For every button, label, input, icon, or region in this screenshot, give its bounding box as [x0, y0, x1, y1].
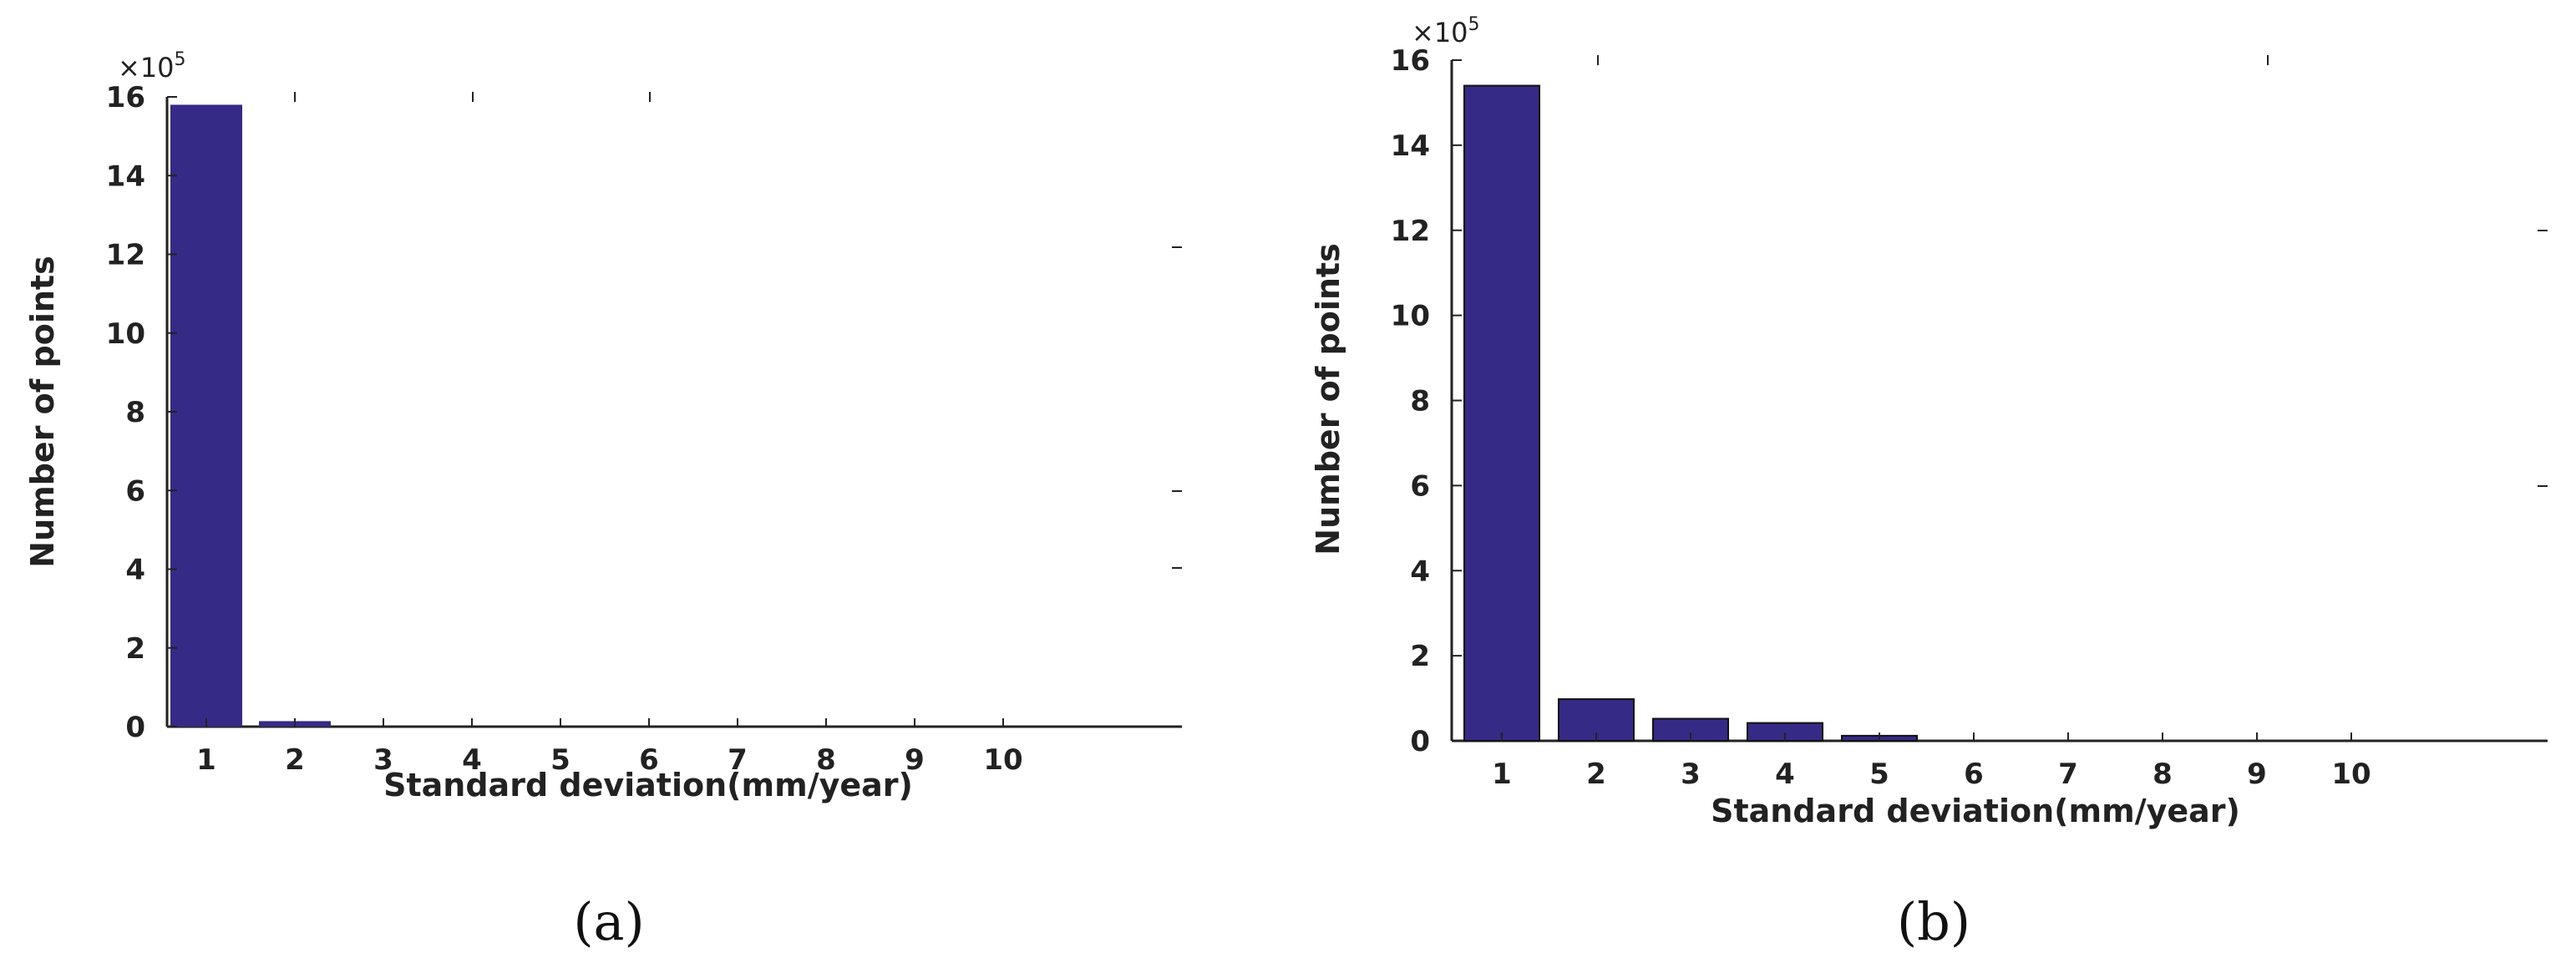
x-tick-label-a-2: 2: [285, 743, 305, 777]
y-tick-label-a-16: 16: [106, 81, 145, 114]
bars-a: [170, 104, 331, 727]
y-tick-label-b-2: 2: [1410, 640, 1430, 673]
y-tick-label-b-4: 4: [1410, 555, 1430, 588]
x-tick-label-a-10: 10: [983, 743, 1022, 777]
x-tick-label-b-7: 7: [2058, 758, 2078, 791]
x-axis-label-a: Standard deviation(mm/year): [383, 767, 913, 803]
x-tick-label-b-6: 6: [1964, 758, 1984, 791]
x-tick-label-b-5: 5: [1869, 758, 1889, 791]
y-tick-label-b-14: 14: [1391, 129, 1430, 163]
x-tick-label-b-3: 3: [1681, 758, 1701, 791]
x-tick-label-a-4: 4: [462, 743, 482, 777]
y-tick-label-b-6: 6: [1410, 469, 1430, 503]
y-tick-label-a-6: 6: [125, 474, 145, 508]
x-tick-label-a-6: 6: [639, 743, 659, 777]
y-axis-label-a: Number of points: [24, 256, 61, 567]
caption-b: (b): [1897, 891, 1970, 952]
y-tick-label-a-0: 0: [125, 711, 145, 744]
y-tick-label-a-8: 8: [125, 396, 145, 429]
y-tick-label-b-8: 8: [1410, 385, 1430, 418]
y-tick-label-b-16: 16: [1391, 44, 1430, 78]
y-tick-label-a-4: 4: [125, 554, 145, 587]
x-tick-label-a-9: 9: [905, 743, 925, 777]
x-tick-label-a-3: 3: [373, 743, 393, 777]
frame-ticks-b: [1597, 55, 2548, 487]
bars-b: [1463, 84, 1918, 743]
caption-a: (a): [573, 891, 644, 952]
x-tick-label-b-1: 1: [1492, 758, 1512, 791]
x-axis-label-b: Standard deviation(mm/year): [1711, 793, 2240, 829]
y-multiplier-a: ×105: [118, 49, 186, 84]
y-multiplier-b: ×105: [1412, 14, 1480, 48]
x-tick-label-b-9: 9: [2247, 758, 2267, 791]
x-tick-label-b-4: 4: [1775, 758, 1795, 791]
y-tick-label-a-2: 2: [125, 632, 145, 666]
bar-a-1: [170, 104, 242, 727]
x-tick-label-b-8: 8: [2153, 758, 2173, 791]
y-tick-label-b-12: 12: [1391, 215, 1430, 248]
y-tick-label-b-10: 10: [1391, 300, 1430, 333]
y-tick-label-a-14: 14: [106, 160, 145, 193]
x-tick-label-a-5: 5: [550, 743, 570, 777]
y-tick-label-b-0: 0: [1410, 725, 1430, 758]
x-tick-label-b-2: 2: [1586, 758, 1606, 791]
y-tick-label-a-10: 10: [106, 317, 145, 351]
y-tick-label-a-12: 12: [106, 239, 145, 272]
y-axis-label-b: Number of points: [1310, 243, 1346, 555]
x-tick-label-b-10: 10: [2331, 758, 2371, 791]
x-tick-label-a-7: 7: [728, 743, 748, 777]
x-tick-label-a-8: 8: [816, 743, 836, 777]
frame-ticks-a: [294, 92, 1182, 569]
bar-b-1: [1463, 84, 1540, 742]
x-tick-label-a-1: 1: [196, 743, 216, 777]
